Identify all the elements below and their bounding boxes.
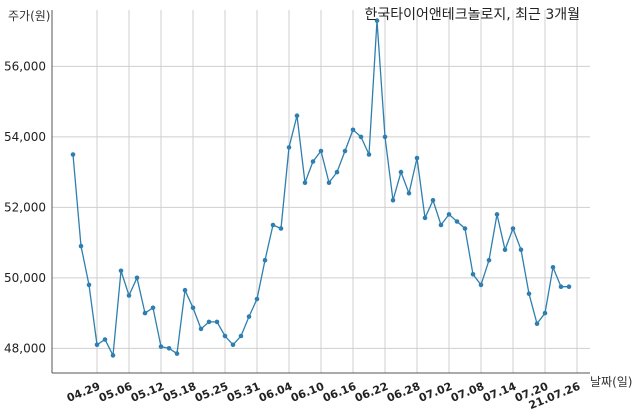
data-point	[278, 226, 284, 231]
data-point	[310, 159, 316, 164]
data-point	[390, 198, 396, 203]
data-point	[70, 152, 76, 157]
y-tick-label: 48,000	[4, 341, 46, 355]
tick-labels: 48,00050,00052,00054,00056,00004.2905.06…	[4, 59, 582, 412]
data-point	[398, 169, 404, 175]
data-point	[358, 134, 364, 140]
data-point	[286, 145, 292, 150]
y-tick-label: 54,000	[4, 130, 46, 144]
axes	[51, 10, 590, 374]
data-point	[302, 180, 308, 185]
data-point	[342, 148, 348, 154]
y-tick-label: 52,000	[4, 200, 46, 214]
data-point	[414, 155, 420, 161]
data-point	[518, 247, 524, 252]
data-point	[470, 272, 476, 277]
data-point	[462, 226, 468, 231]
data-point	[150, 305, 156, 311]
data-point	[446, 212, 452, 217]
grid	[52, 10, 590, 373]
data-point	[142, 310, 148, 316]
data-point	[502, 247, 508, 252]
data-point	[318, 148, 324, 154]
data-point	[534, 321, 540, 327]
data-point	[374, 18, 380, 23]
data-point	[214, 319, 220, 325]
data-point	[566, 284, 572, 290]
x-axis-label: 날짜(일)	[590, 375, 632, 389]
data-point	[158, 344, 164, 349]
data-point	[542, 310, 548, 316]
data-point	[102, 337, 108, 342]
data-point	[270, 222, 276, 228]
data-point	[86, 282, 92, 288]
data-point	[198, 326, 204, 332]
y-tick-label: 50,000	[4, 271, 46, 285]
data-point	[262, 257, 268, 263]
data-point	[110, 353, 116, 358]
y-tick-label: 56,000	[4, 59, 46, 73]
data-point	[182, 287, 188, 293]
data-point	[454, 219, 460, 224]
data-point	[494, 212, 500, 217]
data-point	[222, 333, 228, 339]
data-point	[246, 314, 252, 319]
data-point	[430, 198, 436, 203]
data-point	[78, 243, 84, 249]
data-point	[94, 342, 100, 348]
data-point	[174, 351, 180, 356]
data-point	[118, 268, 124, 274]
data-point	[206, 319, 212, 325]
chart-title: 한국타이어앤테크놀로지, 최근 3개월	[365, 7, 580, 23]
data-point	[486, 257, 492, 263]
data-point	[326, 180, 332, 185]
data-point	[366, 152, 372, 157]
data-point	[238, 333, 244, 339]
data-point	[478, 282, 484, 288]
data-point	[166, 346, 172, 351]
data-point	[254, 296, 260, 302]
series	[70, 18, 572, 358]
data-point	[126, 293, 132, 298]
data-point	[190, 305, 196, 311]
data-point	[350, 127, 356, 133]
data-point	[510, 226, 516, 231]
data-point	[526, 291, 532, 297]
data-point	[134, 275, 140, 281]
data-point	[294, 113, 300, 118]
data-point	[422, 215, 428, 221]
data-point	[230, 342, 236, 348]
data-point	[406, 191, 412, 196]
data-point	[558, 284, 564, 290]
data-point	[550, 265, 556, 270]
data-point	[382, 134, 388, 140]
data-point	[334, 169, 340, 175]
data-point	[438, 222, 444, 228]
y-axis-label: 주가(원)	[8, 9, 50, 23]
